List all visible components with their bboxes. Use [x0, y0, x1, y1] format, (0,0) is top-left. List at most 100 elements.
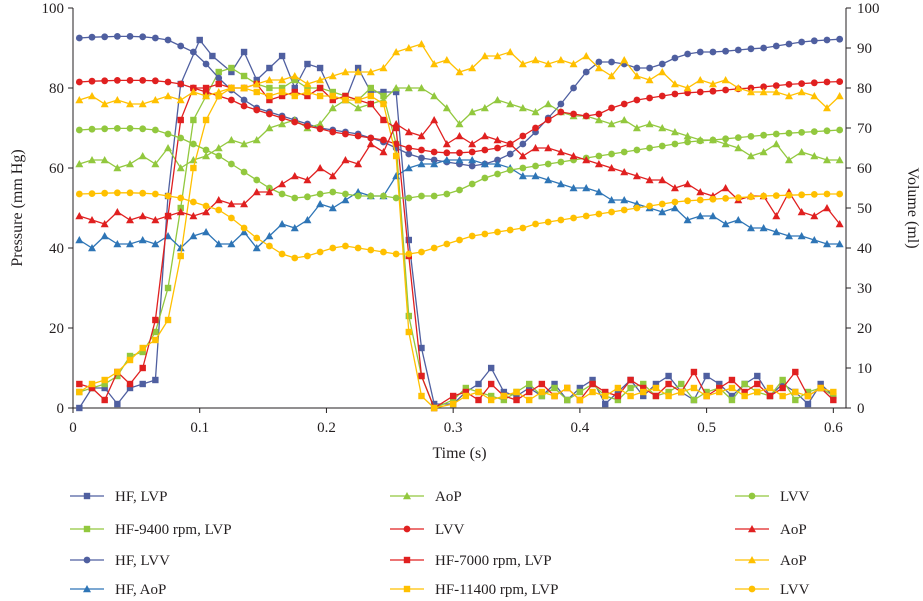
- data-point: [202, 60, 210, 68]
- data-point: [589, 388, 596, 396]
- data-point: [404, 164, 413, 172]
- data-point: [703, 372, 710, 380]
- data-point: [475, 396, 482, 404]
- data-point: [88, 125, 96, 133]
- data-point: [632, 72, 641, 80]
- data-point: [722, 195, 730, 202]
- legend-item: LVV: [390, 522, 465, 538]
- data-point: [228, 64, 235, 72]
- data-point: [646, 144, 653, 152]
- data-point: [836, 78, 844, 85]
- data-point: [564, 384, 571, 392]
- data-point: [329, 244, 337, 252]
- data-point: [328, 104, 337, 112]
- data-point: [785, 191, 793, 199]
- data-point: [822, 240, 831, 248]
- data-point: [265, 76, 274, 84]
- data-point: [576, 388, 584, 396]
- data-point: [760, 131, 768, 139]
- data-point: [658, 92, 666, 100]
- data-point: [506, 226, 514, 234]
- data-point: [665, 380, 672, 388]
- data-point: [594, 188, 603, 196]
- data-point: [633, 96, 641, 104]
- data-point: [328, 204, 337, 212]
- data-point: [614, 388, 622, 396]
- data-point: [607, 120, 616, 128]
- data-point: [126, 380, 134, 388]
- data-point: [728, 396, 736, 404]
- data-point: [620, 206, 628, 214]
- data-point: [443, 240, 451, 248]
- data-point: [164, 144, 173, 152]
- data-point: [196, 36, 203, 44]
- y2-tick-label: 10: [857, 361, 872, 377]
- data-point: [291, 254, 299, 262]
- data-point: [329, 88, 336, 96]
- data-point: [518, 152, 527, 160]
- data-point: [189, 140, 197, 148]
- data-point: [538, 380, 546, 388]
- data-point: [88, 77, 96, 85]
- data-point: [240, 48, 248, 56]
- data-point: [266, 110, 273, 118]
- data-point: [582, 112, 590, 120]
- data-point: [734, 216, 743, 224]
- data-point: [291, 92, 298, 100]
- data-point: [177, 252, 184, 260]
- data-point: [678, 388, 685, 396]
- data-point: [354, 96, 362, 104]
- data-point: [341, 156, 350, 164]
- data-point: [683, 216, 692, 224]
- data-point: [792, 396, 799, 404]
- data-point: [227, 136, 236, 144]
- data-point: [797, 232, 806, 240]
- data-point: [683, 132, 692, 140]
- data-point: [468, 64, 477, 72]
- data-point: [405, 194, 413, 202]
- data-point: [354, 64, 362, 72]
- data-point: [519, 224, 527, 232]
- data-point: [228, 160, 235, 168]
- data-point: [506, 150, 514, 158]
- data-point: [784, 92, 793, 100]
- legend-label: HF-11400 rpm, LVP: [435, 582, 559, 598]
- data-point: [354, 160, 363, 168]
- data-point: [75, 160, 84, 168]
- data-point: [670, 204, 679, 212]
- data-point: [696, 188, 705, 196]
- data-point: [670, 128, 679, 136]
- data-point: [557, 100, 565, 108]
- data-point: [354, 244, 362, 252]
- data-point: [240, 102, 248, 110]
- data-point: [278, 114, 286, 122]
- legend-swatch-marker: [403, 585, 411, 593]
- data-point: [678, 380, 685, 388]
- data-point: [152, 376, 159, 384]
- data-point: [766, 392, 774, 400]
- data-point: [525, 396, 533, 404]
- series-0: [76, 36, 837, 412]
- data-point: [418, 154, 425, 162]
- data-point: [88, 92, 97, 100]
- data-point: [449, 400, 457, 408]
- data-point: [494, 170, 501, 178]
- series-2: [75, 33, 844, 170]
- data-point: [500, 392, 508, 400]
- data-point: [278, 92, 286, 100]
- data-point: [594, 160, 603, 168]
- data-point: [708, 80, 717, 88]
- data-point: [418, 392, 425, 400]
- data-point: [721, 140, 730, 148]
- data-point: [608, 58, 615, 66]
- data-point: [582, 68, 590, 76]
- data-point: [417, 84, 426, 92]
- y-tick-label: 40: [49, 241, 64, 257]
- data-point: [754, 380, 761, 388]
- data-point: [716, 388, 723, 396]
- data-point: [747, 84, 755, 92]
- data-point: [316, 76, 325, 84]
- data-point: [779, 392, 786, 400]
- y-tick-label: 80: [49, 81, 64, 97]
- data-point: [177, 80, 185, 88]
